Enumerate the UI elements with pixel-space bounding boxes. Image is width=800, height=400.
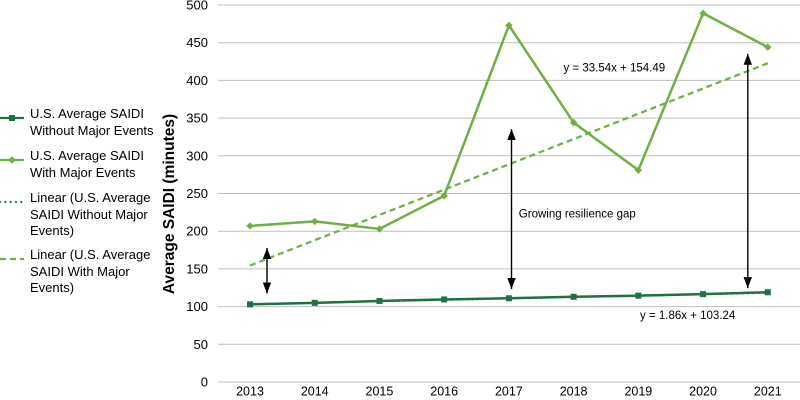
svg-text:0: 0 (201, 375, 208, 390)
svg-text:2014: 2014 (301, 385, 329, 399)
svg-text:350: 350 (186, 111, 208, 126)
svg-text:250: 250 (186, 186, 208, 201)
svg-text:2018: 2018 (560, 385, 588, 399)
svg-text:50: 50 (194, 337, 208, 352)
svg-text:2020: 2020 (689, 385, 717, 399)
svg-text:y = 1.86x + 103.24: y = 1.86x + 103.24 (640, 310, 736, 322)
svg-text:y = 33.54x + 154.49: y = 33.54x + 154.49 (564, 63, 666, 75)
svg-text:300: 300 (186, 148, 208, 163)
svg-text:Growing resilience gap: Growing resilience gap (519, 209, 636, 221)
svg-text:400: 400 (186, 73, 208, 88)
svg-text:450: 450 (186, 35, 208, 50)
svg-text:2015: 2015 (366, 385, 394, 399)
svg-text:200: 200 (186, 224, 208, 239)
svg-text:2016: 2016 (430, 385, 458, 399)
svg-text:2013: 2013 (236, 385, 264, 399)
svg-text:500: 500 (186, 0, 208, 13)
svg-text:2021: 2021 (754, 385, 782, 399)
svg-text:100: 100 (186, 299, 208, 314)
svg-text:2017: 2017 (495, 385, 523, 399)
svg-text:150: 150 (186, 261, 208, 276)
svg-text:2019: 2019 (624, 385, 652, 399)
